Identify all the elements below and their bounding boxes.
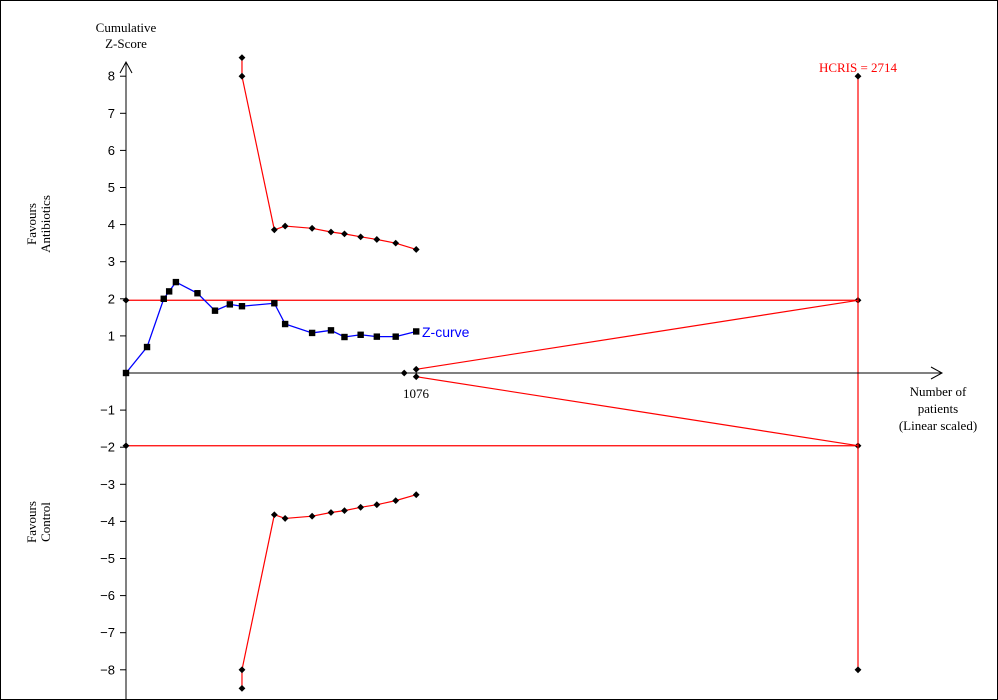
z-curve-point: [172, 278, 180, 286]
favours-control-line2: Control: [38, 502, 53, 542]
lower-boundary-point: [392, 497, 400, 505]
x-axis-label-line3: (Linear scaled): [899, 418, 977, 433]
favours-control-line1: Favours: [24, 501, 39, 543]
y-tick-label: 8: [108, 69, 115, 84]
favours-antibiotics-line2: Antibiotics: [38, 195, 53, 253]
y-tick-label: −6: [100, 588, 115, 603]
lower-boundary-point: [270, 511, 278, 519]
upper-boundary-point: [341, 230, 348, 238]
z-curve-line: [125, 281, 417, 374]
y-tick-label: 5: [108, 180, 115, 195]
hcris-top-marker: [854, 72, 862, 80]
y-tick-label: 3: [108, 254, 115, 269]
z-curve-point: [341, 333, 348, 341]
z-curve-point: [160, 295, 167, 302]
x-axis-arrowhead: [930, 366, 944, 380]
z-curve-point: [281, 320, 289, 328]
y-tick-label: −7: [100, 625, 115, 640]
z-curve-point: [143, 343, 151, 351]
z-curve-label: Z-curve: [422, 324, 470, 340]
upper-boundary-point: [238, 54, 246, 62]
axes-layer: 8 7 6 5 4 3 2 1 −1 −2 −3 −4 −5 −6 −7 −8: [100, 60, 944, 700]
futility-wedge-lower: [416, 376, 859, 447]
y-axis-label-line1: Cumulative: [96, 20, 157, 35]
lower-boundary-point: [412, 491, 420, 499]
hcris-bottom-marker: [854, 666, 862, 674]
z-curve-point: [327, 327, 335, 334]
z-curve-point: [122, 369, 130, 377]
y-axis-label-line2: Z-Score: [105, 36, 147, 51]
lower-boundary-point: [238, 666, 246, 674]
lower-monitoring-boundary: [241, 494, 417, 689]
z-curve-point: [271, 300, 278, 307]
lower-boundary-point: [373, 501, 381, 509]
y-tick-label: 4: [108, 217, 115, 232]
lower-boundary-point: [308, 512, 316, 520]
lower-boundary-point: [281, 515, 289, 522]
y-tick-label: 7: [108, 106, 115, 121]
y-tick-label: 6: [108, 143, 115, 158]
lower-boundary-point: [357, 503, 365, 511]
z-curve-point: [238, 303, 246, 310]
favours-antibiotics-line1: Favours: [24, 203, 39, 245]
futility-wedge-upper: [416, 299, 859, 370]
upper-boundary-point: [392, 239, 400, 247]
y-tick-label: −4: [100, 514, 115, 529]
z-curve-point: [392, 333, 399, 340]
upper-boundary-point: [327, 228, 335, 236]
x-axis-label-line1: Number of: [910, 384, 967, 399]
z-curve-point: [413, 328, 420, 335]
y-tick-label: −2: [100, 440, 115, 455]
z-curve-point: [226, 301, 234, 308]
upper-monitoring-boundary: [241, 57, 417, 251]
y-tick-label: 1: [108, 328, 115, 343]
y-tick-label: −1: [100, 403, 115, 418]
z-curve-point: [211, 307, 219, 314]
upper-boundary-point: [308, 224, 316, 232]
z-curve-point: [357, 331, 364, 338]
lower-boundary-point: [238, 684, 246, 692]
upper-boundary-point: [281, 222, 289, 230]
y-axis-arrowhead: [119, 60, 133, 74]
upper-boundary-point: [238, 72, 246, 80]
y-tick-label: −8: [100, 662, 115, 677]
y-tick-label: 2: [108, 291, 115, 306]
z-curve-point: [194, 290, 201, 297]
hcris-label: HCRIS = 2714: [819, 60, 898, 75]
z-curve-point: [308, 329, 316, 337]
y-tick-label: −5: [100, 551, 115, 566]
x-axis-label-line2: patients: [918, 401, 958, 416]
z-curve-layer: [122, 278, 420, 377]
upper-boundary-point: [412, 246, 420, 253]
lower-boundary-point: [341, 507, 348, 515]
upper-boundary-point: [373, 236, 381, 243]
lower-boundary-point: [327, 509, 335, 516]
y-tick-label: −3: [100, 477, 115, 492]
z-curve-point: [373, 333, 381, 340]
x-marker-label: 1076: [403, 386, 430, 401]
upper-boundary-point: [357, 233, 365, 241]
upper-boundary-point: [270, 226, 278, 234]
futility-upper-marker: [412, 365, 420, 373]
z-curve-point: [165, 288, 173, 295]
